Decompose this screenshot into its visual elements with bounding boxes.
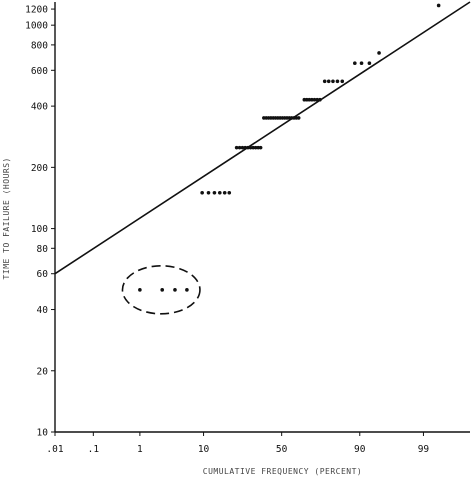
data-point [322, 79, 327, 84]
plot-axes [54, 2, 470, 433]
data-point [302, 97, 307, 102]
data-point [217, 190, 222, 195]
x-tick-label: 99 [418, 444, 430, 455]
data-point [138, 288, 142, 292]
data-point [367, 61, 372, 66]
y-tick-label: 1200 [25, 5, 48, 16]
data-point [237, 145, 242, 150]
data-point [326, 79, 331, 84]
data-point [200, 190, 204, 195]
data-point [185, 288, 189, 292]
x-tick-label: 1 [137, 444, 143, 455]
y-tick-label: 400 [31, 102, 48, 113]
y-tick-label: 200 [31, 163, 48, 174]
data-point [436, 3, 441, 8]
y-tick-label: 40 [37, 305, 49, 316]
x-tick-label: .1 [88, 444, 100, 455]
x-ticks: .01 .1 1 10 50 90 99 [46, 432, 429, 455]
x-tick-label: 90 [354, 444, 366, 455]
data-point [359, 61, 364, 66]
y-tick-label: 600 [31, 66, 48, 77]
y-tick-label: 10 [37, 428, 49, 439]
y-axis-title: TIME TO FAILURE (HOURS) [2, 157, 11, 279]
data-point [227, 190, 232, 195]
x-tick-label: 50 [276, 444, 288, 455]
y-tick-label: 60 [37, 269, 49, 280]
data-point [206, 190, 211, 195]
fit-line [54, 1, 471, 275]
y-tick-label: 100 [31, 224, 48, 235]
data-point [251, 145, 255, 150]
data-point [304, 97, 309, 102]
data-point [331, 79, 335, 84]
data-point [240, 145, 245, 150]
y-tick-label: 1000 [25, 21, 48, 32]
data-point [335, 79, 340, 84]
data-point [312, 97, 317, 102]
data-point [243, 145, 248, 150]
highlight-ellipse [121, 265, 201, 315]
y-tick-label: 20 [37, 366, 49, 377]
data-point [340, 79, 345, 84]
data-point [315, 97, 319, 102]
data-point [377, 51, 381, 55]
data-point [248, 145, 253, 150]
data-point [212, 190, 217, 195]
data-point [173, 288, 177, 292]
data-point [246, 145, 250, 150]
data-point [222, 190, 227, 195]
data-point [234, 145, 239, 150]
data-point [160, 288, 165, 292]
data-point [253, 145, 258, 150]
y-ticks: 10 20 40 60 80 100 200 400 600 800 1000 1200 [25, 5, 55, 439]
data-points [138, 3, 441, 292]
data-point [310, 97, 314, 102]
data-point [296, 116, 301, 120]
y-tick-label: 80 [37, 244, 49, 255]
x-axis-title: CUMULATIVE FREQUENCY (PERCENT) [203, 467, 363, 476]
x-tick-label: .01 [46, 444, 63, 455]
data-point [258, 145, 263, 150]
data-point [307, 97, 312, 102]
x-tick-label: 10 [198, 444, 210, 455]
y-tick-label: 800 [31, 40, 48, 51]
data-point [353, 61, 357, 66]
data-point [318, 97, 322, 102]
